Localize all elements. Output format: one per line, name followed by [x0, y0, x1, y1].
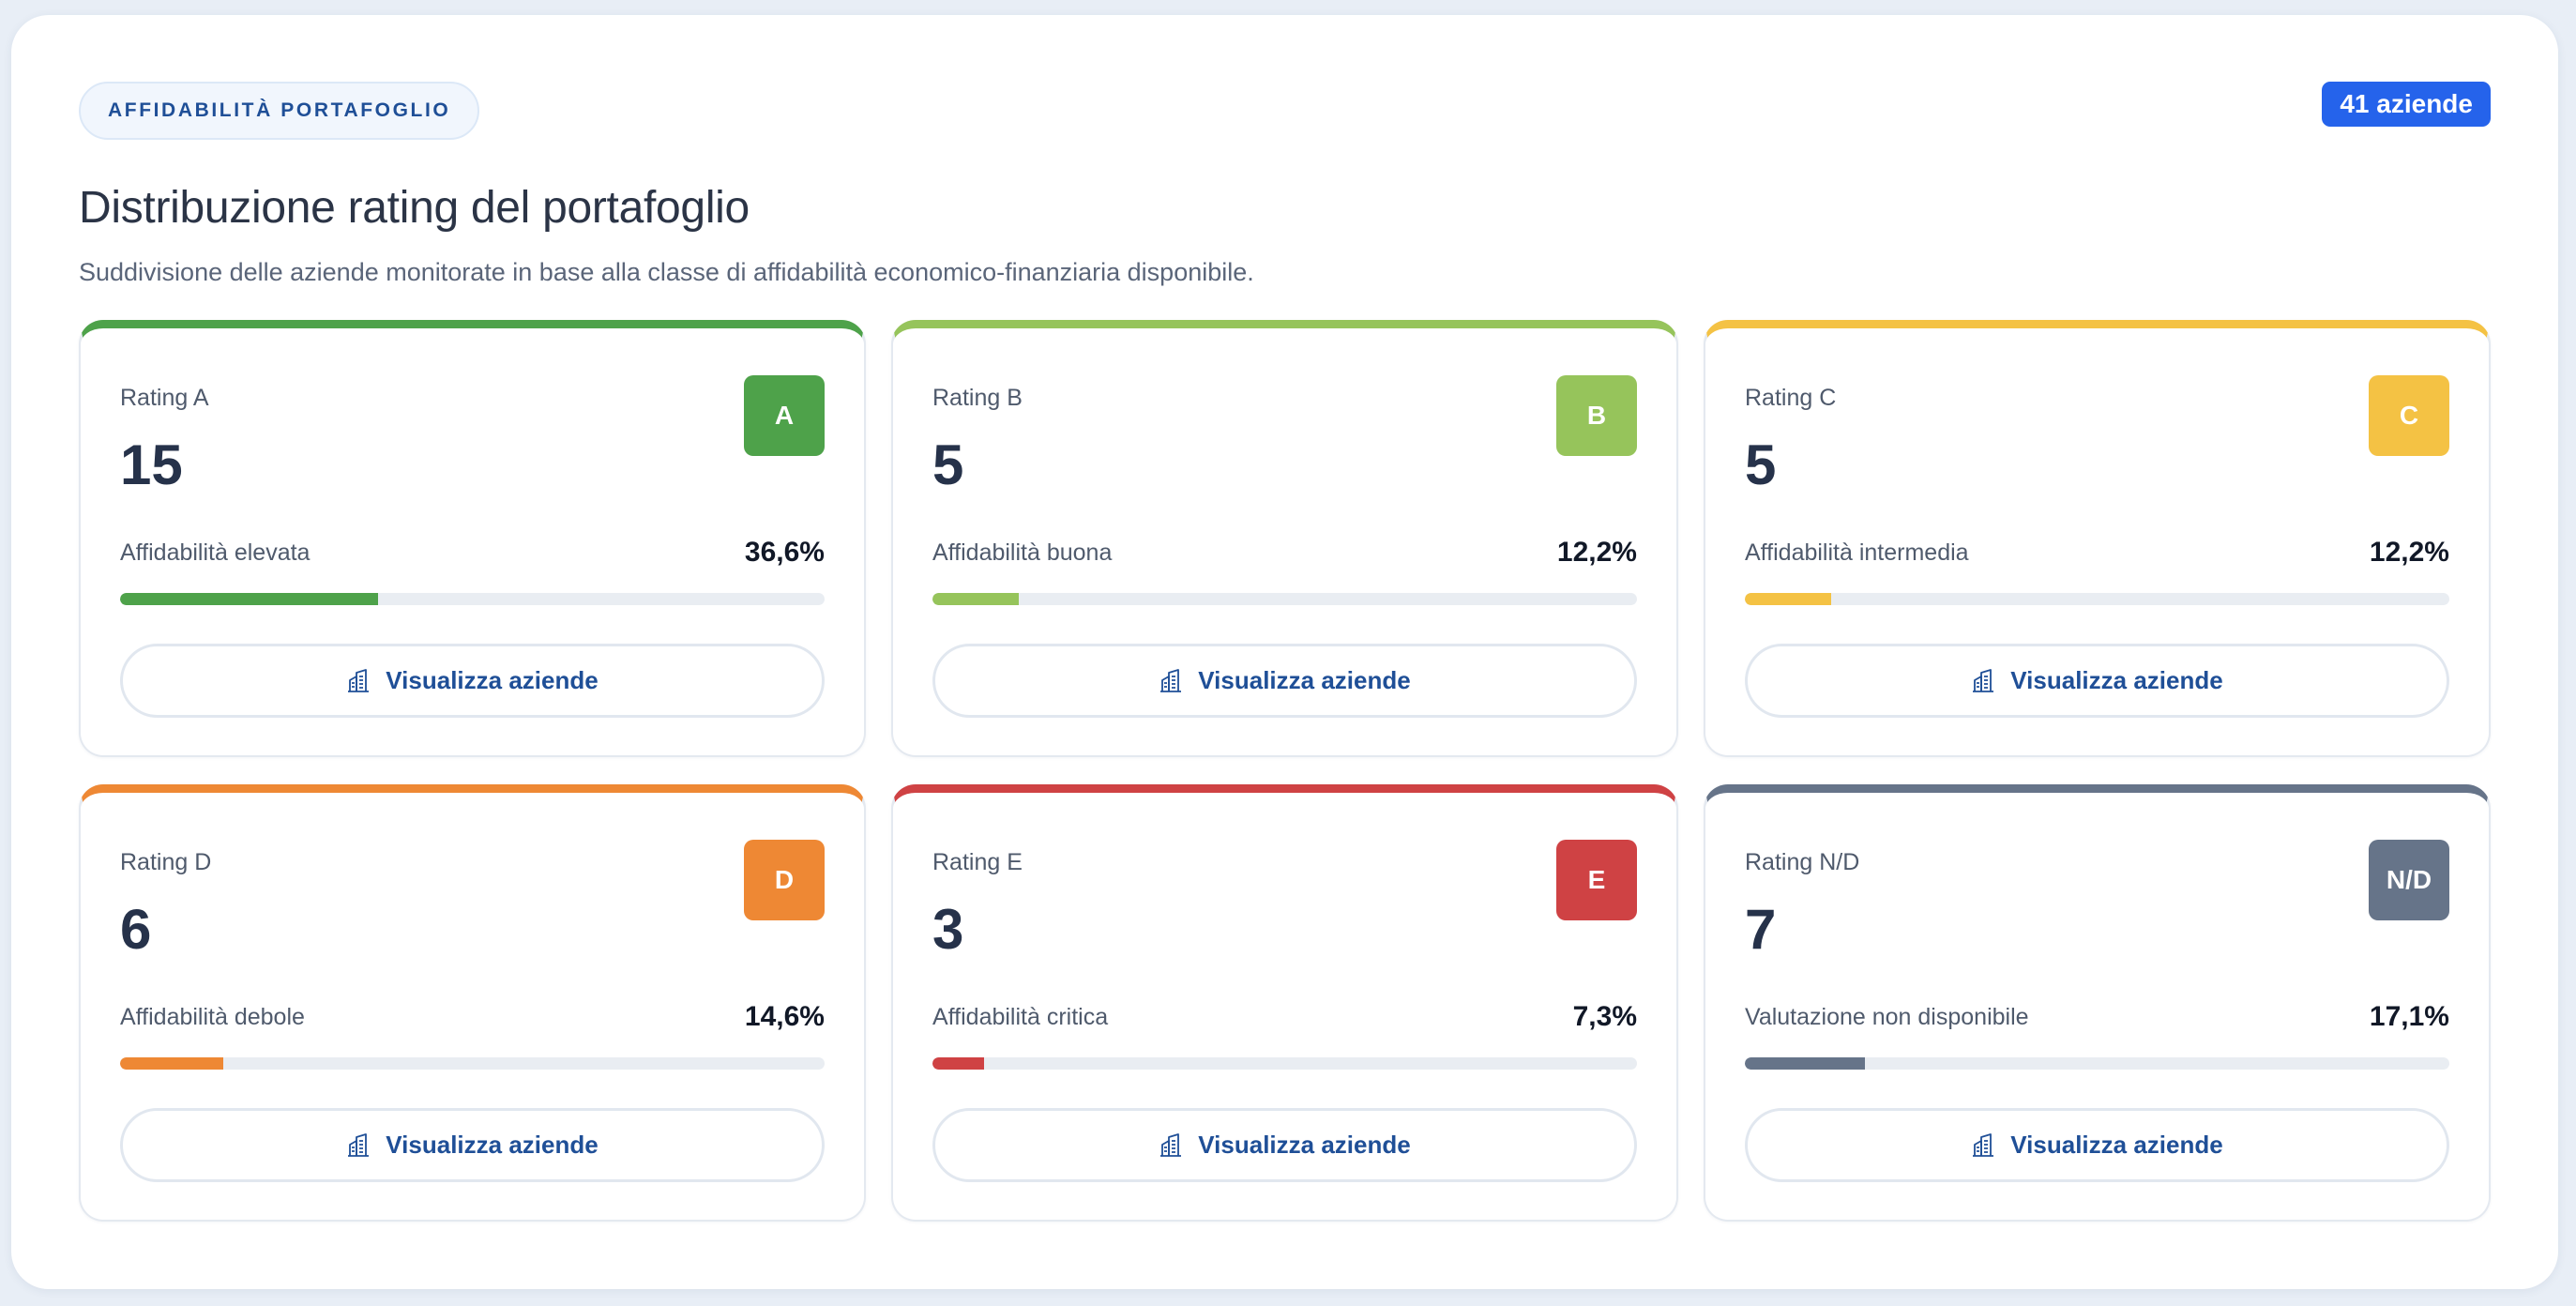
- rating-card-label: Rating E: [932, 849, 1023, 875]
- progress-track: [1745, 1057, 2449, 1070]
- view-companies-label: Visualizza aziende: [386, 1131, 599, 1159]
- rating-description: Affidabilità buona: [932, 539, 1113, 566]
- view-companies-button[interactable]: Visualizza aziende: [932, 1108, 1637, 1182]
- rating-class-badge: D: [744, 840, 825, 920]
- rating-company-count: 3: [932, 898, 964, 961]
- view-companies-button[interactable]: Visualizza aziende: [1745, 644, 2449, 718]
- rating-description: Valutazione non disponibile: [1745, 1004, 2029, 1030]
- rating-class-badge: B: [1556, 375, 1637, 456]
- rating-class-badge: A: [744, 375, 825, 456]
- rating-percentage: 12,2%: [2369, 537, 2449, 568]
- rating-card: Rating E E 3 Affidabilità critica 7,3% V…: [891, 784, 1678, 1222]
- rating-card: Rating A A 15 Affidabilità elevata 36,6%…: [79, 320, 866, 757]
- progress-track: [120, 593, 825, 605]
- rating-description: Affidabilità intermedia: [1745, 539, 1969, 566]
- progress-track: [932, 593, 1637, 605]
- portfolio-rating-panel: AFFIDABILITÀ PORTAFOGLIO 41 aziende Dist…: [11, 15, 2558, 1289]
- building-icon: [346, 668, 371, 693]
- rating-percentage: 17,1%: [2369, 1001, 2449, 1032]
- rating-card-label: Rating N/D: [1745, 849, 1860, 875]
- rating-description: Affidabilità debole: [120, 1004, 305, 1030]
- view-companies-label: Visualizza aziende: [2010, 1131, 2223, 1159]
- building-icon: [346, 1132, 371, 1158]
- rating-description: Affidabilità elevata: [120, 539, 311, 566]
- rating-description: Affidabilità critica: [932, 1004, 1109, 1030]
- rating-card-label: Rating C: [1745, 385, 1837, 411]
- view-companies-label: Visualizza aziende: [1198, 666, 1411, 694]
- view-companies-button[interactable]: Visualizza aziende: [1745, 1108, 2449, 1182]
- rating-card-label: Rating D: [120, 849, 212, 875]
- progress-fill: [932, 593, 1019, 605]
- rating-company-count: 6: [120, 898, 152, 961]
- rating-card: Rating B B 5 Affidabilità buona 12,2% Vi…: [891, 320, 1678, 757]
- section-eyebrow: AFFIDABILITÀ PORTAFOGLIO: [79, 82, 480, 140]
- progress-track: [932, 1057, 1637, 1070]
- progress-fill: [120, 1057, 223, 1070]
- rating-card: Rating D D 6 Affidabilità debole 14,6% V…: [79, 784, 866, 1222]
- rating-company-count: 7: [1745, 898, 1777, 961]
- rating-percentage: 7,3%: [1572, 1001, 1637, 1032]
- rating-card-label: Rating B: [932, 385, 1023, 411]
- rating-class-badge: N/D: [2369, 840, 2449, 920]
- view-companies-label: Visualizza aziende: [386, 666, 599, 694]
- rating-percentage: 36,6%: [744, 537, 825, 568]
- rating-company-count: 5: [932, 433, 964, 496]
- view-companies-button[interactable]: Visualizza aziende: [932, 644, 1637, 718]
- progress-fill: [932, 1057, 984, 1070]
- rating-company-count: 5: [1745, 433, 1777, 496]
- rating-percentage: 14,6%: [744, 1001, 825, 1032]
- progress-fill: [1745, 593, 1831, 605]
- rating-card: Rating N/D N/D 7 Valutazione non disponi…: [1704, 784, 2491, 1222]
- page-title: Distribuzione rating del portafoglio: [79, 183, 750, 233]
- rating-company-count: 15: [120, 433, 183, 496]
- building-icon: [1971, 1132, 1995, 1158]
- view-companies-label: Visualizza aziende: [1198, 1131, 1411, 1159]
- progress-fill: [1745, 1057, 1866, 1070]
- building-icon: [1159, 1132, 1183, 1158]
- page-subtitle: Suddivisione delle aziende monitorate in…: [79, 258, 1254, 286]
- rating-card-label: Rating A: [120, 385, 209, 411]
- progress-fill: [120, 593, 378, 605]
- view-companies-button[interactable]: Visualizza aziende: [120, 644, 825, 718]
- rating-percentage: 12,2%: [1556, 537, 1637, 568]
- building-icon: [1971, 668, 1995, 693]
- company-count-badge: 41 aziende: [2322, 82, 2491, 127]
- progress-track: [1745, 593, 2449, 605]
- view-companies-label: Visualizza aziende: [2010, 666, 2223, 694]
- rating-cards-grid: Rating A A 15 Affidabilità elevata 36,6%…: [79, 320, 2491, 1222]
- rating-class-badge: C: [2369, 375, 2449, 456]
- building-icon: [1159, 668, 1183, 693]
- rating-card: Rating C C 5 Affidabilità intermedia 12,…: [1704, 320, 2491, 757]
- progress-track: [120, 1057, 825, 1070]
- rating-class-badge: E: [1556, 840, 1637, 920]
- view-companies-button[interactable]: Visualizza aziende: [120, 1108, 825, 1182]
